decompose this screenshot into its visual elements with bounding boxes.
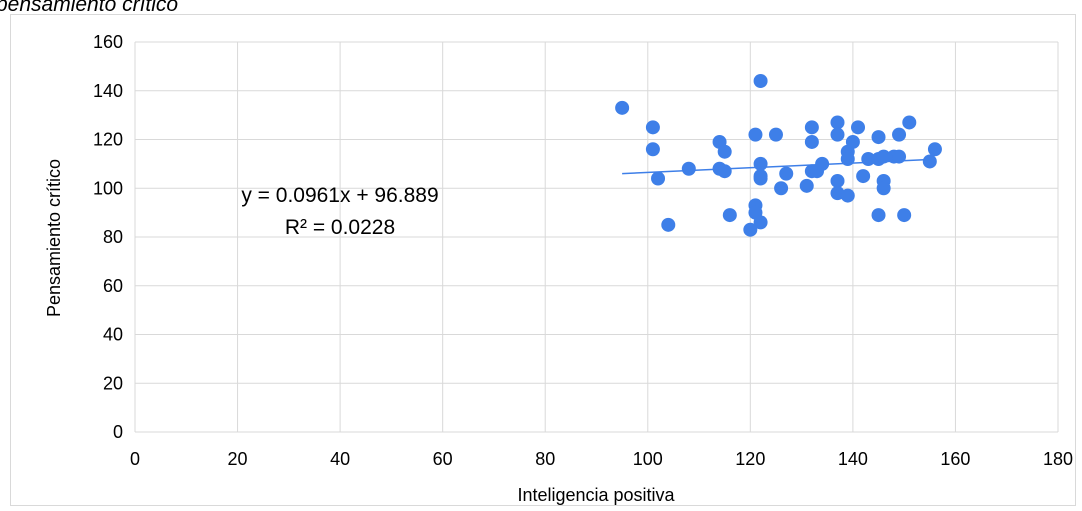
x-tick-label: 140 (838, 449, 868, 469)
data-point (861, 152, 876, 166)
data-point (753, 74, 768, 88)
data-point (876, 149, 891, 164)
data-point (804, 134, 819, 149)
y-axis-label: Pensamiento crítico (44, 159, 64, 317)
data-point (922, 154, 937, 169)
data-point (902, 115, 917, 130)
data-point (717, 164, 732, 179)
y-tick-label: 120 (93, 130, 123, 150)
x-tick-label: 40 (330, 449, 350, 469)
data-point (897, 208, 912, 223)
tick-labels: 0 20 40 60 80 100 120 140 160 0 20 40 60 80 100 120 140 1… (93, 32, 1073, 469)
y-tick-label: 60 (103, 276, 123, 296)
data-point (830, 115, 845, 130)
data-point (681, 161, 696, 176)
data-points (615, 74, 942, 237)
x-tick-label: 20 (228, 449, 248, 469)
data-point (722, 208, 737, 223)
data-point (743, 222, 758, 237)
x-tick-label: 180 (1043, 449, 1073, 469)
x-tick-label: 60 (433, 449, 453, 469)
data-point (753, 215, 768, 230)
data-point (799, 178, 814, 193)
x-axis-label: Inteligencia positiva (517, 485, 675, 505)
data-point (804, 120, 819, 135)
data-point (845, 134, 860, 149)
y-tick-label: 20 (103, 373, 123, 393)
x-tick-label: 120 (735, 449, 765, 469)
data-point (840, 152, 855, 166)
data-point (851, 120, 866, 135)
data-point (717, 144, 732, 159)
trendline-equation: y = 0.0961x + 96.889 (241, 184, 438, 207)
chart-area-border (10, 14, 1076, 506)
data-point (871, 130, 886, 145)
y-tick-label: 140 (93, 81, 123, 101)
data-point (927, 142, 942, 157)
data-point (768, 127, 783, 142)
data-point (645, 142, 660, 157)
data-point (876, 181, 891, 196)
gridlines (134, 41, 1059, 433)
data-point (748, 127, 763, 142)
x-tick-label: 100 (633, 449, 663, 469)
data-point (892, 149, 907, 164)
data-point (779, 166, 794, 181)
data-point (830, 127, 845, 142)
chart-title-clipped: pensamiento crítico (0, 0, 179, 16)
data-point (830, 173, 845, 188)
y-tick-label: 100 (93, 178, 123, 198)
data-point (871, 208, 886, 223)
data-point (661, 217, 676, 232)
y-tick-label: 0 (113, 422, 123, 442)
trendline-r-squared: R² = 0.0228 (285, 216, 395, 239)
data-point (651, 171, 666, 186)
y-tick-label: 40 (103, 325, 123, 345)
data-point (815, 156, 830, 171)
data-point (856, 169, 871, 184)
y-tick-label: 80 (103, 227, 123, 247)
data-point (840, 188, 855, 203)
data-point (645, 120, 660, 135)
data-point (615, 100, 630, 115)
data-point (892, 127, 907, 142)
data-point (753, 156, 768, 171)
x-tick-label: 0 (130, 449, 140, 469)
data-point (774, 181, 789, 196)
data-point (753, 171, 768, 186)
x-tick-label: 160 (940, 449, 970, 469)
x-tick-label: 80 (535, 449, 555, 469)
y-tick-label: 160 (93, 32, 123, 52)
